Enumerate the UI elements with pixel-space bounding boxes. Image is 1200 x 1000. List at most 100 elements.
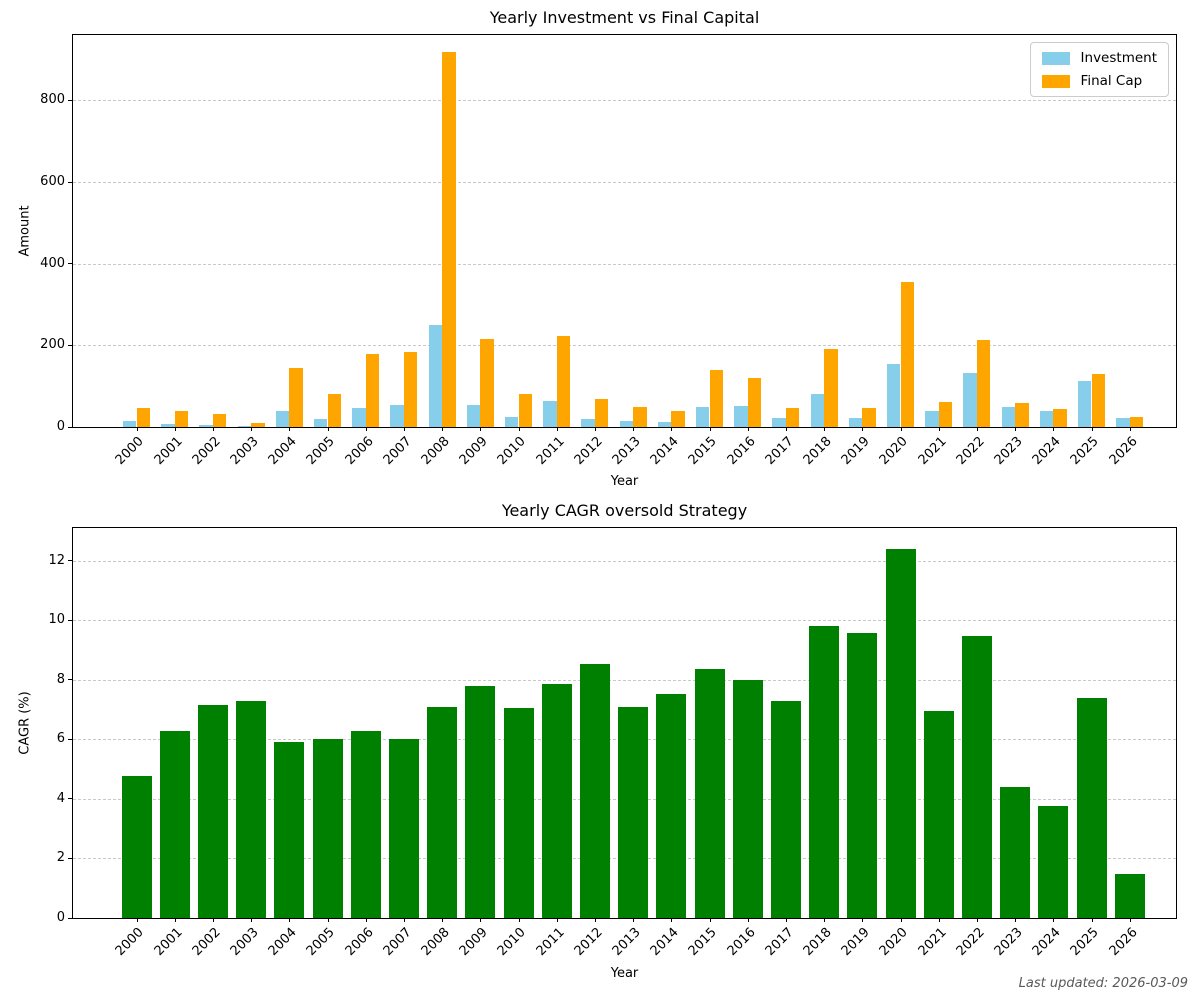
y-tick-mark [68,426,72,428]
bar-cagr-2005 [312,739,343,918]
x-tick-label: 2020 [877,434,912,469]
legend-item-investment: Investment [1041,50,1157,66]
x-tick-mark [671,427,673,431]
y-tick-mark [68,619,72,621]
x-tick-label: 2025 [1068,925,1103,960]
bar-cagr-2001 [159,731,190,918]
bar-final-cap-2021 [938,401,953,427]
x-tick-label: 2001 [151,434,186,469]
bar-final-cap-2015 [709,370,724,427]
x-tick-label: 2016 [724,925,759,960]
x-tick-mark [747,918,749,922]
x-tick-mark [327,427,329,431]
x-tick-mark [785,427,787,431]
bar-investment-2000 [122,421,137,427]
x-tick-label: 2019 [838,925,873,960]
y-tick-label: 200 [40,337,65,353]
x-tick-mark [709,918,711,922]
gridline [73,345,1176,347]
bar-cagr-2026 [1114,873,1145,918]
bar-cagr-2003 [236,700,267,918]
bar-cagr-2000 [121,776,152,918]
x-tick-mark [633,918,635,922]
x-tick-label: 2010 [495,434,530,469]
bar-investment-2018 [810,394,825,427]
bar-cagr-2021 [923,711,954,918]
bar-cagr-2025 [1076,697,1107,918]
x-tick-label: 2023 [991,925,1026,960]
x-tick-label: 2022 [953,434,988,469]
bar-cagr-2015 [694,668,725,918]
x-tick-label: 2023 [991,434,1026,469]
bar-investment-2016 [734,405,748,427]
bar-cagr-2017 [770,700,801,918]
x-tick-mark [1129,427,1131,431]
legend-swatch [1041,51,1070,65]
x-tick-label: 2024 [1029,434,1064,469]
x-tick-mark [785,918,787,922]
bar-investment-2001 [161,424,175,427]
bar-investment-2024 [1039,411,1054,427]
x-tick-label: 2026 [1106,434,1141,469]
bar-investment-2025 [1077,381,1092,427]
x-tick-mark [862,427,864,431]
x-tick-mark [518,918,520,922]
x-tick-label: 2004 [265,434,300,469]
x-tick-mark [900,427,902,431]
x-tick-mark [633,427,635,431]
x-tick-label: 2022 [953,925,988,960]
x-tick-mark [289,918,291,922]
x-tick-label: 2017 [762,434,797,469]
bar-cagr-2023 [1000,787,1031,918]
x-tick-label: 2009 [456,434,491,469]
bar-final-cap-2017 [785,408,800,427]
y-tick-label: 0 [56,910,65,925]
bar-cagr-2012 [579,664,610,918]
bar-investment-2021 [925,410,939,427]
bar-final-cap-2001 [174,411,189,427]
y-axis-label: Amount [17,205,33,257]
y-tick-mark [68,679,72,681]
x-tick-mark [594,427,596,431]
bar-investment-2004 [275,411,290,427]
x-tick-mark [862,918,864,922]
chart-title: Yearly CAGR oversold Strategy [501,501,748,520]
x-tick-mark [824,427,826,431]
bar-final-cap-2014 [671,411,685,427]
bar-cagr-2020 [885,548,916,918]
y-tick-mark [68,857,72,859]
legend-swatch [1041,74,1070,88]
gridline [73,620,1176,622]
y-tick-mark [68,738,72,740]
x-tick-mark [365,427,367,431]
y-tick-mark [68,917,72,919]
x-tick-label: 2016 [724,434,759,469]
x-tick-label: 2000 [113,434,148,469]
x-tick-mark [1015,427,1017,431]
x-tick-mark [327,918,329,922]
y-tick-label: 800 [40,92,65,108]
x-tick-mark [174,918,176,922]
bar-final-cap-2010 [518,393,533,427]
x-tick-label: 2006 [342,434,377,469]
x-tick-mark [136,427,138,431]
x-tick-label: 2019 [838,434,873,469]
x-tick-label: 2013 [609,925,644,960]
bar-cagr-2022 [961,636,992,918]
bar-investment-2009 [466,405,481,427]
x-tick-label: 2012 [571,434,606,469]
bar-final-cap-2005 [327,393,342,427]
x-tick-mark [212,427,214,431]
bar-final-cap-2003 [251,422,265,427]
x-tick-mark [900,918,902,922]
x-tick-label: 2007 [380,434,415,469]
bar-investment-2002 [199,424,213,427]
x-tick-label: 2003 [227,434,262,469]
bar-final-cap-2002 [212,413,227,427]
x-tick-mark [594,918,596,922]
chart-title: Yearly Investment vs Final Capital [489,8,760,27]
x-axis-label: Year [610,966,639,981]
bar-cagr-2024 [1038,806,1069,918]
x-tick-mark [976,427,978,431]
bar-cagr-2014 [656,693,687,918]
